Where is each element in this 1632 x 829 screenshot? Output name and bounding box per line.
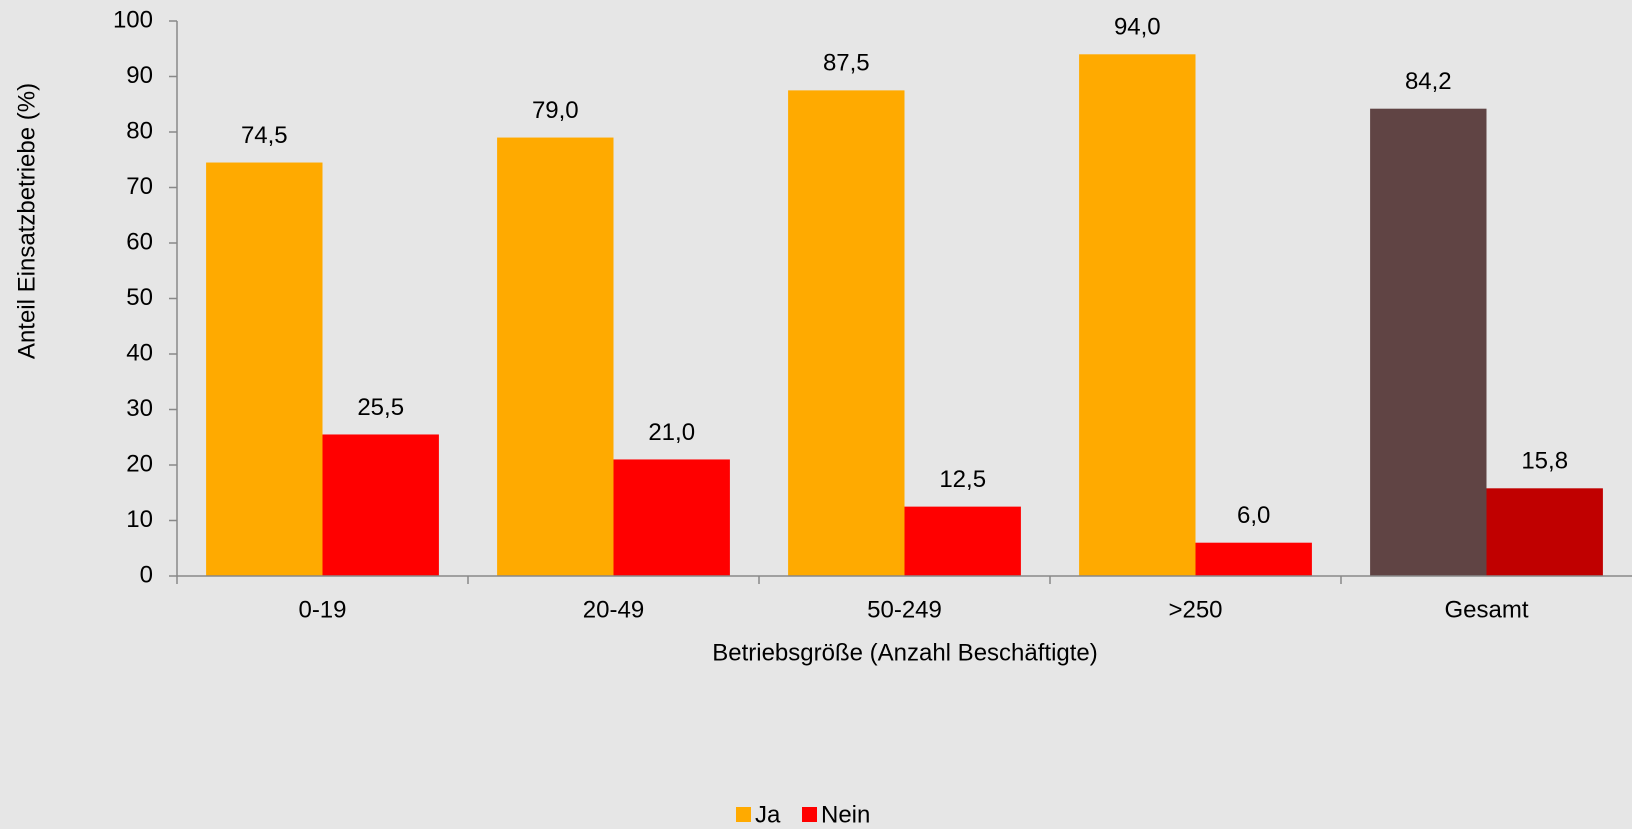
bar [904, 506, 1021, 576]
y-tick-label: 50 [126, 284, 153, 311]
value-label: 21,0 [648, 419, 695, 446]
y-tick-label: 100 [113, 6, 153, 33]
bar [1486, 488, 1603, 576]
x-tick-label: 50-249 [867, 596, 942, 623]
value-label: 94,0 [1114, 14, 1161, 41]
value-label: 15,8 [1521, 448, 1568, 475]
y-tick-label: 0 [140, 561, 153, 588]
x-tick-label: 0-19 [298, 596, 346, 623]
legend-swatch [736, 807, 751, 822]
legend-label: Nein [821, 801, 870, 828]
value-label: 79,0 [532, 97, 579, 124]
value-label: 84,2 [1405, 68, 1452, 95]
bar [613, 459, 730, 576]
value-label: 74,5 [241, 122, 288, 149]
y-tick-label: 10 [126, 506, 153, 533]
bar [322, 434, 439, 576]
bar [788, 90, 905, 576]
x-tick-label: Gesamt [1444, 596, 1528, 623]
y-tick-label: 40 [126, 339, 153, 366]
y-tick-label: 30 [126, 395, 153, 422]
y-tick-label: 90 [126, 62, 153, 89]
x-tick-label: 20-49 [583, 596, 644, 623]
x-tick-label: >250 [1168, 596, 1222, 623]
value-label: 12,5 [939, 466, 986, 493]
y-tick-label: 70 [126, 173, 153, 200]
bar [206, 162, 323, 576]
y-tick-label: 20 [126, 450, 153, 477]
y-tick-label: 60 [126, 228, 153, 255]
bar [1195, 542, 1312, 576]
legend-label: Ja [755, 801, 781, 828]
value-label: 25,5 [357, 394, 404, 421]
bar [1370, 108, 1487, 576]
value-label: 6,0 [1237, 502, 1270, 529]
x-axis-label: Betriebsgröße (Anzahl Beschäftigte) [712, 639, 1098, 666]
legend-swatch [802, 807, 817, 822]
y-axis-label: Anteil Einsatzbetriebe (%) [13, 83, 40, 359]
bar [497, 137, 614, 577]
bar [1079, 54, 1196, 577]
y-tick-label: 80 [126, 117, 153, 144]
value-label: 87,5 [823, 50, 870, 77]
